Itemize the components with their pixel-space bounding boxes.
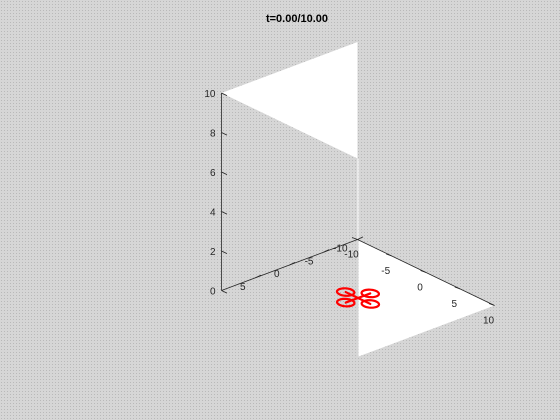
chart-title: t=0.00/10.00 xyxy=(266,13,328,25)
z-tick xyxy=(221,250,228,254)
x-tick-label: -10 xyxy=(344,250,359,261)
x-tick-label: 0 xyxy=(417,283,423,294)
y-tick-label: 5 xyxy=(240,282,246,293)
y-tick-label: 0 xyxy=(274,269,280,280)
z-tick xyxy=(221,290,228,294)
z-tick xyxy=(221,92,228,96)
y-tick xyxy=(289,262,296,266)
x-tick xyxy=(386,253,392,257)
y-tick xyxy=(255,274,262,279)
z-tick-label: 10 xyxy=(204,89,216,100)
x-tick-label: -5 xyxy=(381,266,390,277)
y-tick xyxy=(323,249,330,253)
axis-tick-labels: -10 -5 0 5 10 -10 -5 0 5 0 2 4 6 8 10 xyxy=(204,89,494,327)
x-tick-label: 10 xyxy=(483,316,495,327)
z-tick-label: 4 xyxy=(210,208,216,219)
z-tick xyxy=(221,171,228,175)
quadcopter-rotor xyxy=(360,299,381,309)
plot-series xyxy=(335,287,381,309)
y-tick-label: -10 xyxy=(333,244,348,255)
axis-ticks xyxy=(221,92,495,306)
quadcopter-rotor xyxy=(360,288,381,299)
quadcopter-rotor xyxy=(335,287,356,297)
y-tick xyxy=(357,236,364,240)
quadcopter-marker xyxy=(335,287,381,309)
x-tick xyxy=(488,303,495,306)
z-tick-label: 0 xyxy=(210,287,216,298)
z-tick-label: 6 xyxy=(210,168,216,179)
x-tick-label: 5 xyxy=(451,299,457,310)
quadcopter-rotor xyxy=(335,297,356,308)
x-tick xyxy=(420,270,427,273)
z-tick xyxy=(221,211,228,215)
axes-background xyxy=(221,42,495,357)
x-tick xyxy=(454,286,461,290)
y-tick-label: -5 xyxy=(305,256,314,267)
z-tick-label: 2 xyxy=(210,247,216,258)
x-tick xyxy=(351,237,358,240)
z-tick xyxy=(221,132,228,136)
z-tick-label: 8 xyxy=(210,129,216,140)
